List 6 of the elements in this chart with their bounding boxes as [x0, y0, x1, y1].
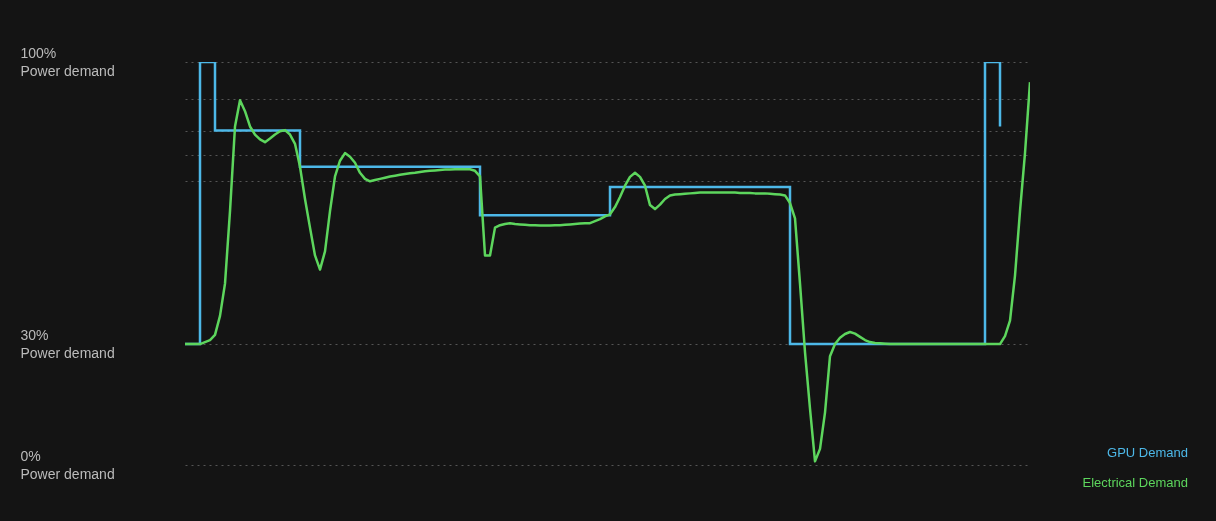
y-tick-label: 100% Power demand — [20, 44, 115, 79]
y-tick-label: 0% Power demand — [20, 447, 115, 482]
line-series — [185, 80, 1030, 463]
y-tick-label: 30% Power demand — [20, 326, 115, 361]
text: Electrical Demand — [1082, 475, 1188, 490]
text: GPU Demand — [1107, 445, 1188, 460]
